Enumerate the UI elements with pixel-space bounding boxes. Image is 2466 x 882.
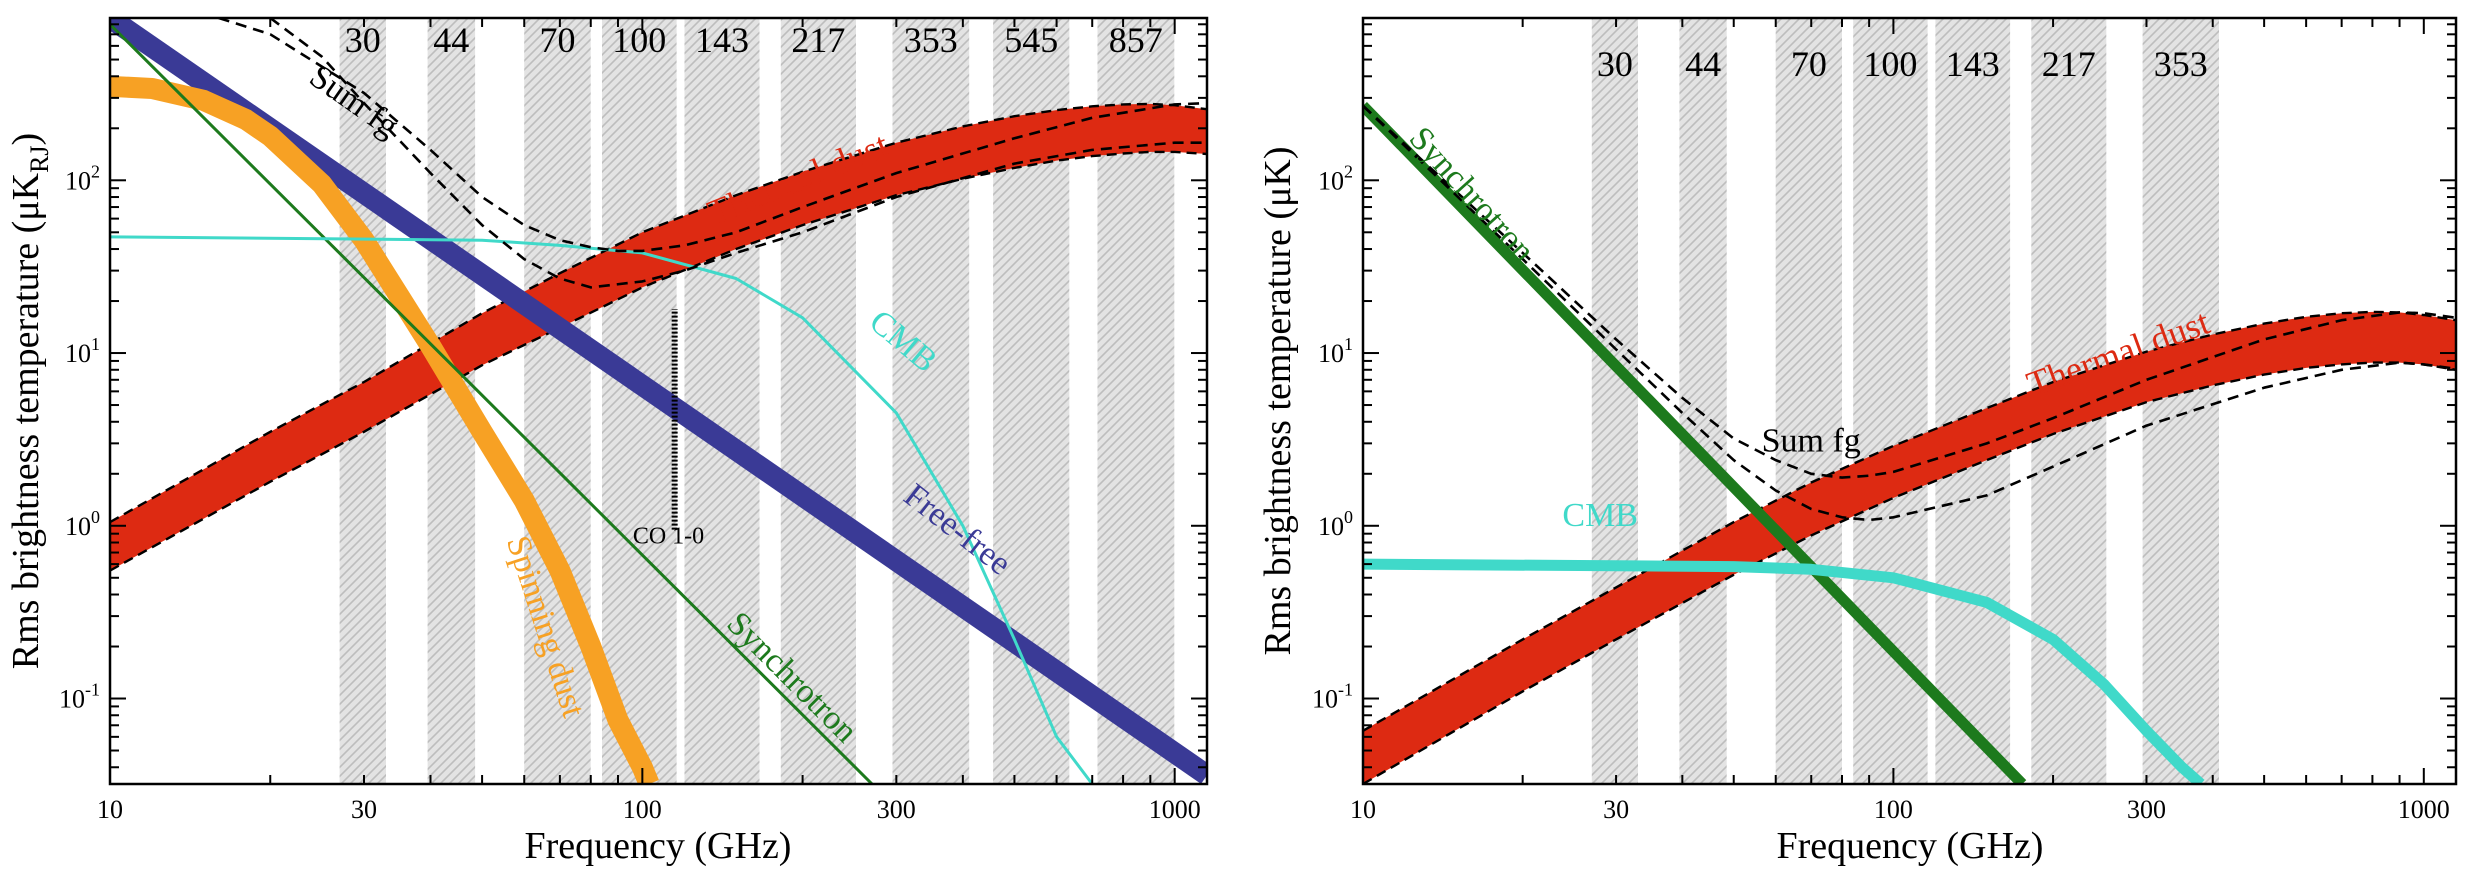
band-143 bbox=[1935, 18, 2011, 784]
y-tick-exponent: 2 bbox=[1344, 161, 1353, 181]
label-co-1-0: CO 1-0 bbox=[633, 524, 704, 550]
series-sum-fg-lower bbox=[269, 18, 1207, 289]
band-label-30: 30 bbox=[345, 20, 381, 60]
label-sum-fg: Sum fg bbox=[1762, 422, 1861, 459]
plot-area bbox=[1363, 101, 2456, 784]
right-panel: 30 44 70 100 143 217 353 10 30 100 300 100010-1100… bbox=[1257, 16, 2458, 867]
band-30 bbox=[1591, 18, 1638, 784]
y-axis-title-close: ) bbox=[5, 133, 47, 146]
band-label-100: 100 bbox=[612, 20, 666, 60]
band-label-70: 70 bbox=[1791, 44, 1827, 84]
x-tick-label: 30 bbox=[351, 795, 377, 824]
band-217 bbox=[780, 18, 856, 784]
x-tick-label: 1000 bbox=[1149, 795, 1201, 824]
x-tick-label: 300 bbox=[2127, 795, 2166, 824]
y-tick-label: 101 bbox=[1318, 334, 1353, 368]
series-sum-fg-upper bbox=[1363, 104, 2456, 479]
y-tick-exponent: 0 bbox=[91, 507, 100, 527]
y-tick-base: 10 bbox=[65, 512, 91, 541]
x-tick-label: 10 bbox=[97, 795, 123, 824]
y-tick-base: 10 bbox=[65, 166, 91, 195]
band-label-143: 143 bbox=[695, 20, 749, 60]
series-thermal-dust-upper-edge bbox=[1363, 310, 2456, 732]
plot-frame bbox=[1361, 16, 2458, 786]
series-thermal-dust bbox=[1363, 311, 2456, 784]
band-70 bbox=[524, 18, 591, 784]
y-tick-label: 100 bbox=[65, 507, 100, 541]
band-label-217: 217 bbox=[2042, 44, 2096, 84]
band-label-857: 857 bbox=[1109, 20, 1163, 60]
y-tick-label: 100 bbox=[1318, 507, 1353, 541]
series-cmb bbox=[110, 235, 1094, 784]
y-tick-label: 10-1 bbox=[59, 680, 100, 714]
y-tick-label: 10-1 bbox=[1312, 680, 1353, 714]
y-tick-base: 10 bbox=[1318, 166, 1344, 195]
y-tick-exponent: -1 bbox=[85, 680, 100, 700]
y-axis-title: Rms brightness temperature (μKRJ) bbox=[5, 133, 54, 669]
y-tick-base: 10 bbox=[59, 685, 85, 714]
y-tick-exponent: 0 bbox=[1344, 507, 1353, 527]
band-label-143: 143 bbox=[1946, 44, 2000, 84]
band-label-100: 100 bbox=[1863, 44, 1917, 84]
band-label-44: 44 bbox=[1685, 44, 1721, 84]
label-cmb: CMB bbox=[1562, 497, 1638, 534]
x-axis-title: Frequency (GHz) bbox=[525, 825, 792, 867]
series-thermal-dust bbox=[110, 103, 1207, 571]
y-tick-base: 10 bbox=[1318, 512, 1344, 541]
y-tick-base: 10 bbox=[1312, 685, 1338, 714]
y-tick-label: 102 bbox=[65, 161, 100, 195]
band-label-217: 217 bbox=[791, 20, 845, 60]
series-sum-fg-upper bbox=[218, 18, 1207, 253]
x-tick-label: 300 bbox=[877, 795, 916, 824]
band-143 bbox=[684, 18, 760, 784]
x-axis-title: Frequency (GHz) bbox=[1777, 825, 2044, 867]
series-thermal-dust-lower-edge bbox=[110, 150, 1207, 572]
y-tick-exponent: -1 bbox=[1338, 680, 1353, 700]
y-tick-exponent: 1 bbox=[1344, 334, 1353, 354]
band-label-545: 545 bbox=[1004, 20, 1058, 60]
band-100 bbox=[1853, 18, 1928, 784]
y-tick-exponent: 1 bbox=[91, 334, 100, 354]
y-tick-label: 101 bbox=[65, 334, 100, 368]
y-axis-title-subscript: RJ bbox=[25, 145, 54, 172]
series-thermal-dust-lower-edge bbox=[1363, 361, 2456, 784]
x-tick-label: 100 bbox=[623, 795, 662, 824]
x-tick-label: 30 bbox=[1603, 795, 1629, 824]
left-panel: 30 44 70 100 143 217 353 545 857 10 30 100 300 10001… bbox=[5, 16, 1209, 867]
band-labels: 30 44 70 100 143 217 353 545 857 bbox=[345, 20, 1163, 60]
x-tick-label: 10 bbox=[1350, 795, 1376, 824]
series-sum-fg-lower bbox=[1363, 104, 2456, 522]
y-tick-base: 10 bbox=[65, 339, 91, 368]
band-label-30: 30 bbox=[1597, 44, 1633, 84]
series-synchrotron bbox=[1363, 101, 2027, 784]
band-labels: 30 44 70 100 143 217 353 bbox=[1597, 44, 2208, 84]
y-tick-base: 10 bbox=[1318, 339, 1344, 368]
y-tick-label: 102 bbox=[1318, 161, 1353, 195]
band-label-353: 353 bbox=[2154, 44, 2208, 84]
plot-area bbox=[110, 18, 1207, 784]
series-cmb bbox=[1363, 558, 2205, 784]
x-tick-label: 100 bbox=[1874, 795, 1913, 824]
y-axis-title-main: Rms brightness temperature (μK bbox=[5, 172, 47, 669]
x-tick-label: 1000 bbox=[2398, 795, 2450, 824]
band-label-353: 353 bbox=[904, 20, 958, 60]
series-synchrotron bbox=[110, 23, 874, 784]
band-70 bbox=[1775, 18, 1842, 784]
y-axis-title: Rms brightness temperature (μK) bbox=[1257, 147, 1299, 656]
y-tick-exponent: 2 bbox=[91, 161, 100, 181]
label-synchrotron: Synchrotron bbox=[1402, 120, 1542, 270]
plot-frame bbox=[108, 16, 1209, 786]
band-label-44: 44 bbox=[433, 20, 469, 60]
band-label-70: 70 bbox=[540, 20, 576, 60]
